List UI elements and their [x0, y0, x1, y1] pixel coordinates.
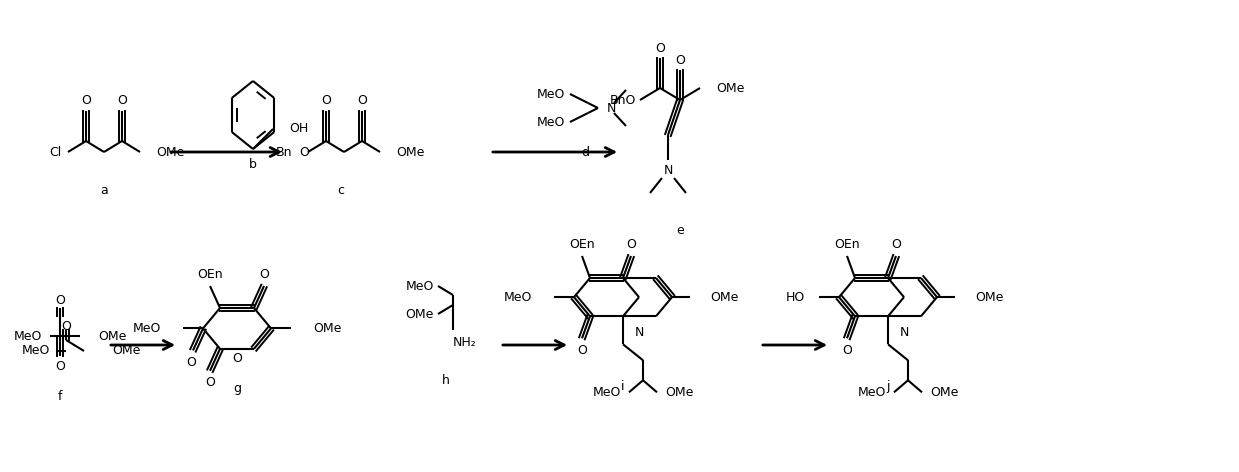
Text: O: O [675, 53, 685, 67]
Text: OMe: OMe [313, 322, 342, 335]
Text: f: f [58, 389, 62, 403]
Text: OMe: OMe [710, 291, 738, 303]
Text: Cl: Cl [50, 145, 62, 159]
Text: OMe: OMe [98, 329, 126, 343]
Text: O: O [577, 344, 587, 357]
Text: MeO: MeO [133, 322, 161, 335]
Text: O: O [655, 42, 665, 54]
Text: O: O [55, 294, 64, 306]
Text: OMe: OMe [930, 386, 959, 399]
Text: OEn: OEn [834, 237, 860, 251]
Text: O: O [81, 94, 90, 108]
Text: O: O [206, 376, 214, 389]
Text: e: e [676, 224, 684, 236]
Text: N: N [634, 326, 644, 339]
Text: OMe: OMe [156, 145, 185, 159]
Text: d: d [581, 146, 589, 160]
Text: O: O [61, 320, 71, 332]
Text: MeO: MeO [857, 386, 886, 399]
Text: N: N [900, 326, 909, 339]
Text: BnO: BnO [610, 93, 636, 107]
Text: OH: OH [289, 123, 309, 135]
Text: O: O [232, 352, 242, 365]
Text: c: c [337, 184, 344, 196]
Text: OMe: OMe [665, 386, 694, 399]
Text: O: O [299, 145, 309, 159]
Text: HO: HO [786, 291, 805, 303]
Text: O: O [357, 94, 367, 108]
Text: O: O [186, 356, 196, 369]
Text: NH₂: NH₂ [453, 337, 477, 349]
Text: MeO: MeO [592, 386, 621, 399]
Text: MeO: MeO [536, 87, 565, 101]
Text: MeO: MeO [21, 345, 50, 357]
Text: a: a [100, 184, 108, 196]
Text: Bn: Bn [275, 145, 292, 159]
Text: O: O [321, 94, 331, 108]
Text: i: i [621, 380, 624, 393]
Text: O: O [843, 344, 852, 357]
Text: MeO: MeO [536, 116, 565, 128]
Text: MeO: MeO [405, 279, 434, 293]
Text: h: h [442, 373, 450, 387]
Text: O: O [55, 360, 64, 372]
Text: O: O [891, 237, 901, 251]
Text: j: j [886, 380, 890, 393]
Text: MeO: MeO [503, 291, 532, 303]
Text: N: N [663, 163, 673, 177]
Text: MeO: MeO [14, 329, 42, 343]
Text: N: N [607, 101, 616, 115]
Text: O: O [116, 94, 126, 108]
Text: OMe: OMe [975, 291, 1004, 303]
Text: g: g [233, 382, 242, 396]
Text: OMe: OMe [716, 82, 745, 94]
Text: OMe: OMe [405, 307, 434, 320]
Text: O: O [626, 237, 636, 251]
Text: OEn: OEn [569, 237, 595, 251]
Text: OMe: OMe [396, 145, 425, 159]
Text: OMe: OMe [112, 345, 140, 357]
Text: O: O [259, 268, 269, 280]
Text: b: b [249, 159, 256, 171]
Text: OEn: OEn [197, 268, 223, 280]
